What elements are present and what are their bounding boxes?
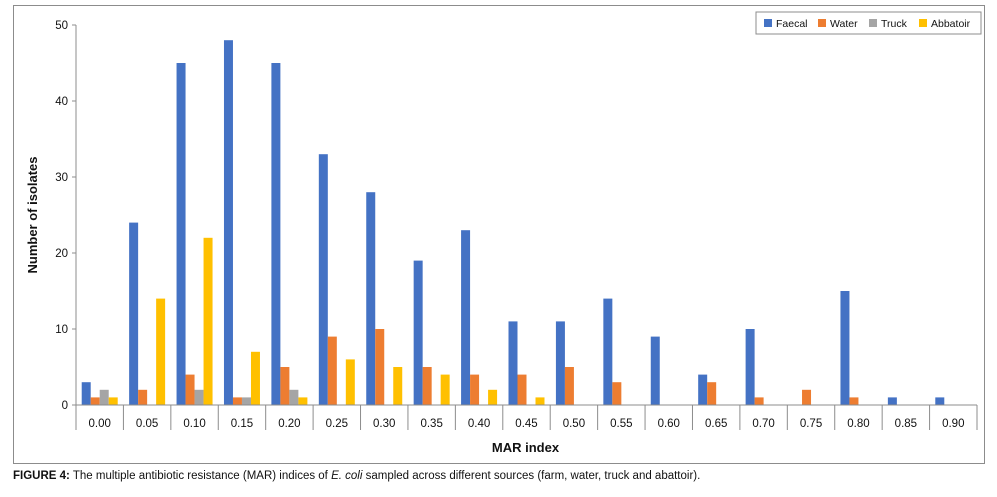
bar-abbatoir-0-25 [345,359,355,405]
bar-faecal-0-05 [129,222,139,405]
bar-abbatoir-0-10 [203,237,213,405]
x-tick-label-0-60: 0.60 [658,418,680,430]
y-tick-label-0: 0 [62,400,68,412]
bar-faecal-0-70 [745,329,755,405]
bar-water-0-20 [280,367,290,405]
x-tick-label-0-15: 0.15 [231,418,253,430]
x-tick-label-0-20: 0.20 [278,418,300,430]
caption-text-after: sampled across different sources (farm, … [362,470,701,482]
mar-index-bar-chart: 0 10 20 30 40 50 0.00 0.05 0.10 0.15 0.20 0.25 0.30 0… [25,11,982,455]
bar-faecal-0-15 [223,40,233,405]
x-axis-title: MAR index [492,440,560,455]
x-tick-label-0-00: 0.00 [89,418,111,430]
bar-faecal-0-10 [176,63,186,405]
bar-water-0-65 [707,382,717,405]
legend-swatch-truck [869,19,877,27]
x-tick-label-0-10: 0.10 [183,418,205,430]
legend-label-abbatoir: Abbatoir [931,18,971,30]
bar-water-0-30 [375,329,385,405]
legend-label-faecal: Faecal [776,18,808,30]
figure-caption: FIGURE 4: The multiple antibiotic resist… [13,470,700,482]
bar-faecal-0-20 [271,63,281,405]
x-tick-label-0-75: 0.75 [800,418,822,430]
bar-faecal-0-80 [840,291,850,405]
bar-abbatoir-0-40 [488,389,498,405]
x-tick-label-0-90: 0.90 [942,418,964,430]
bar-abbatoir-0-05 [156,298,166,405]
bar-faecal-0-35 [413,260,423,405]
bar-abbatoir-0-15 [250,351,260,405]
caption-label: FIGURE 4: [13,470,70,482]
bar-water-0-05 [138,389,148,405]
bar-faecal-0-50 [555,321,565,405]
y-tick-label-30: 30 [55,172,68,184]
caption-text-before: The multiple antibiotic resistance (MAR)… [69,470,332,482]
y-tick-label-10: 10 [55,324,68,336]
x-tick-label-0-65: 0.65 [705,418,727,430]
caption-species: E. coli [331,470,363,482]
bar-truck-0-15 [241,397,251,405]
x-tick-label-0-35: 0.35 [420,418,442,430]
bar-water-0-55 [612,382,622,405]
bar-water-0-00 [90,397,100,405]
y-tick-label-20: 20 [55,248,68,260]
legend-label-water: Water [830,18,858,30]
legend-box [755,11,982,35]
bar-faecal-0-65 [698,374,708,405]
bar-abbatoir-0-35 [440,374,450,405]
x-tick-label-0-45: 0.45 [515,418,537,430]
legend-label-truck: Truck [881,18,908,30]
chart-frame [13,5,985,464]
bar-faecal-0-45 [508,321,518,405]
legend-swatch-faecal [764,19,772,27]
bar-abbatoir-0-45 [535,397,545,405]
bar-water-0-80 [849,397,859,405]
bar-water-0-25 [327,336,337,405]
bar-water-0-10 [185,374,195,405]
x-tick-label-0-50: 0.50 [563,418,585,430]
bar-water-0-45 [517,374,527,405]
bar-faecal-0-60 [650,336,660,405]
bar-water-0-70 [754,397,764,405]
bar-abbatoir-0-20 [298,397,308,405]
x-tick-label-0-30: 0.30 [373,418,395,430]
bar-faecal-0-00 [81,382,91,405]
bar-faecal-0-25 [318,154,328,405]
bar-faecal-0-55 [603,298,613,405]
x-tick-label-0-25: 0.25 [326,418,348,430]
x-tick-label-0-05: 0.05 [136,418,158,430]
bar-truck-0-20 [289,389,299,405]
bar-water-0-50 [564,367,574,405]
y-tick-label-40: 40 [55,96,68,108]
bar-water-0-15 [232,397,242,405]
bar-water-0-35 [422,367,432,405]
bar-faecal-0-85 [887,397,897,405]
bar-water-0-75 [802,389,812,405]
bar-faecal-0-30 [366,192,376,405]
bar-abbatoir-0-30 [393,367,403,405]
legend-swatch-water [818,19,826,27]
bar-truck-0-10 [194,389,204,405]
bar-water-0-40 [470,374,480,405]
legend-swatch-abbatoir [919,19,927,27]
x-tick-label-0-55: 0.55 [610,418,632,430]
bar-faecal-0-90 [935,397,945,405]
y-tick-label-50: 50 [55,20,68,32]
x-tick-label-0-40: 0.40 [468,418,490,430]
x-tick-label-0-70: 0.70 [752,418,774,430]
bar-faecal-0-40 [461,230,471,405]
bar-truck-0-00 [99,389,109,405]
x-tick-label-0-80: 0.80 [847,418,869,430]
y-axis-title: Number of isolates [25,156,40,273]
bar-abbatoir-0-00 [108,397,118,405]
x-tick-label-0-85: 0.85 [895,418,917,430]
